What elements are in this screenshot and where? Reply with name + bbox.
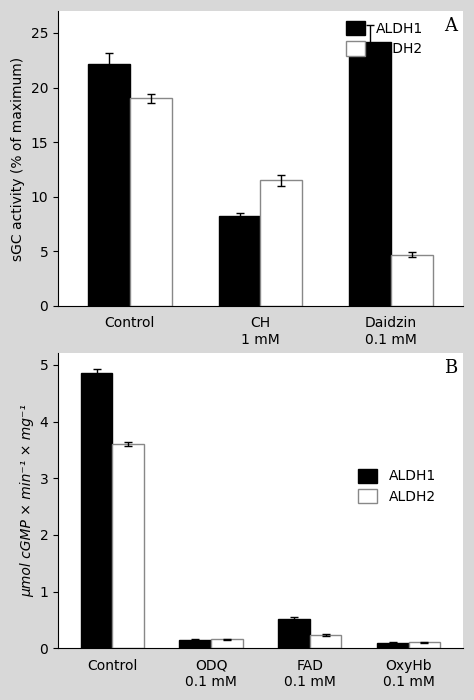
Bar <box>409 643 440 648</box>
Bar <box>391 255 433 306</box>
Text: B: B <box>444 359 457 377</box>
Legend: ALDH1, ALDH2: ALDH1, ALDH2 <box>346 21 424 56</box>
Bar <box>112 444 144 648</box>
Bar <box>219 216 260 306</box>
Bar <box>278 619 310 648</box>
Bar <box>260 181 302 306</box>
Bar <box>130 99 172 306</box>
Bar <box>81 373 112 648</box>
Bar <box>211 640 243 648</box>
Text: A: A <box>444 17 457 35</box>
Legend: ALDH1, ALDH2: ALDH1, ALDH2 <box>358 468 436 504</box>
Bar <box>180 640 211 648</box>
Y-axis label: sGC activity (% of maximum): sGC activity (% of maximum) <box>11 57 25 260</box>
Bar <box>88 64 130 306</box>
Bar <box>310 635 341 648</box>
Bar <box>349 42 391 306</box>
Y-axis label: μmol cGMP × min⁻¹ × mg⁻¹: μmol cGMP × min⁻¹ × mg⁻¹ <box>20 405 34 597</box>
Bar <box>377 643 409 648</box>
